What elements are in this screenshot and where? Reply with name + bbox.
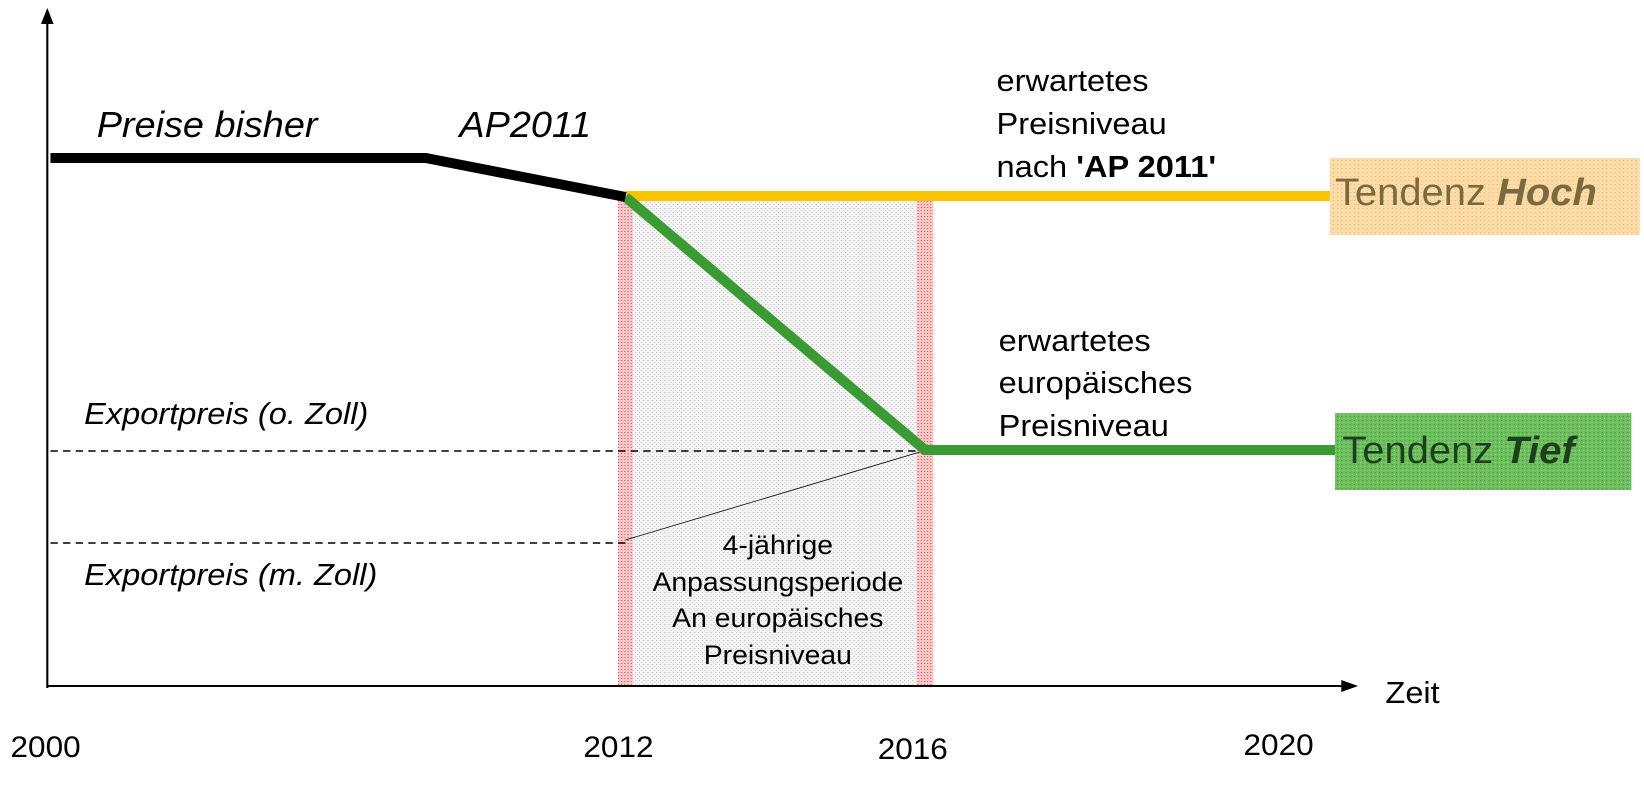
note: Preisniveau [999,408,1169,443]
low-line [621,193,1338,455]
period-text: 4-jährige [723,530,833,560]
year-label: 2016 [878,732,948,766]
period-area [625,197,926,686]
note: europäisches [999,365,1193,400]
note: erwartetes [996,63,1148,98]
note: nach [996,149,1067,184]
x-axis-label: Zeit [1385,675,1439,710]
note: nach 'AP 2011' [996,149,1216,184]
label: AP2011 [457,105,591,145]
badge-bold: Hoch [1497,172,1597,214]
label: Exportpreis (m. Zoll) [84,557,377,592]
label: Preise bisher [97,105,320,145]
past-line [50,153,627,202]
badge: Tendenz [1342,430,1493,472]
transition-line [625,451,920,541]
note: Preisniveau [996,106,1166,141]
year-label: 2000 [11,730,81,764]
period-text: Preisniveau [704,640,852,670]
low-badge [1334,413,1632,490]
badge-text: Tendenz Hoch [1335,172,1597,214]
badge-bold: Tief [1504,430,1578,472]
period-text: Anpassungsperiode [652,567,903,597]
year-label: 2012 [583,730,653,764]
note-bold: 'AP 2011' [1076,149,1216,184]
period-start [618,197,633,686]
y-arrow [40,8,54,24]
year-label: 2020 [1244,728,1314,762]
label: Exportpreis (o. Zoll) [84,396,368,431]
period-end [916,197,934,686]
high-badge [1329,158,1640,235]
note: erwartetes [999,323,1151,358]
badge: Tendenz [1335,172,1486,214]
badge-text: Tendenz Tief [1342,430,1578,472]
x-arrow [1341,680,1359,692]
period-text: An europäisches [672,603,883,633]
